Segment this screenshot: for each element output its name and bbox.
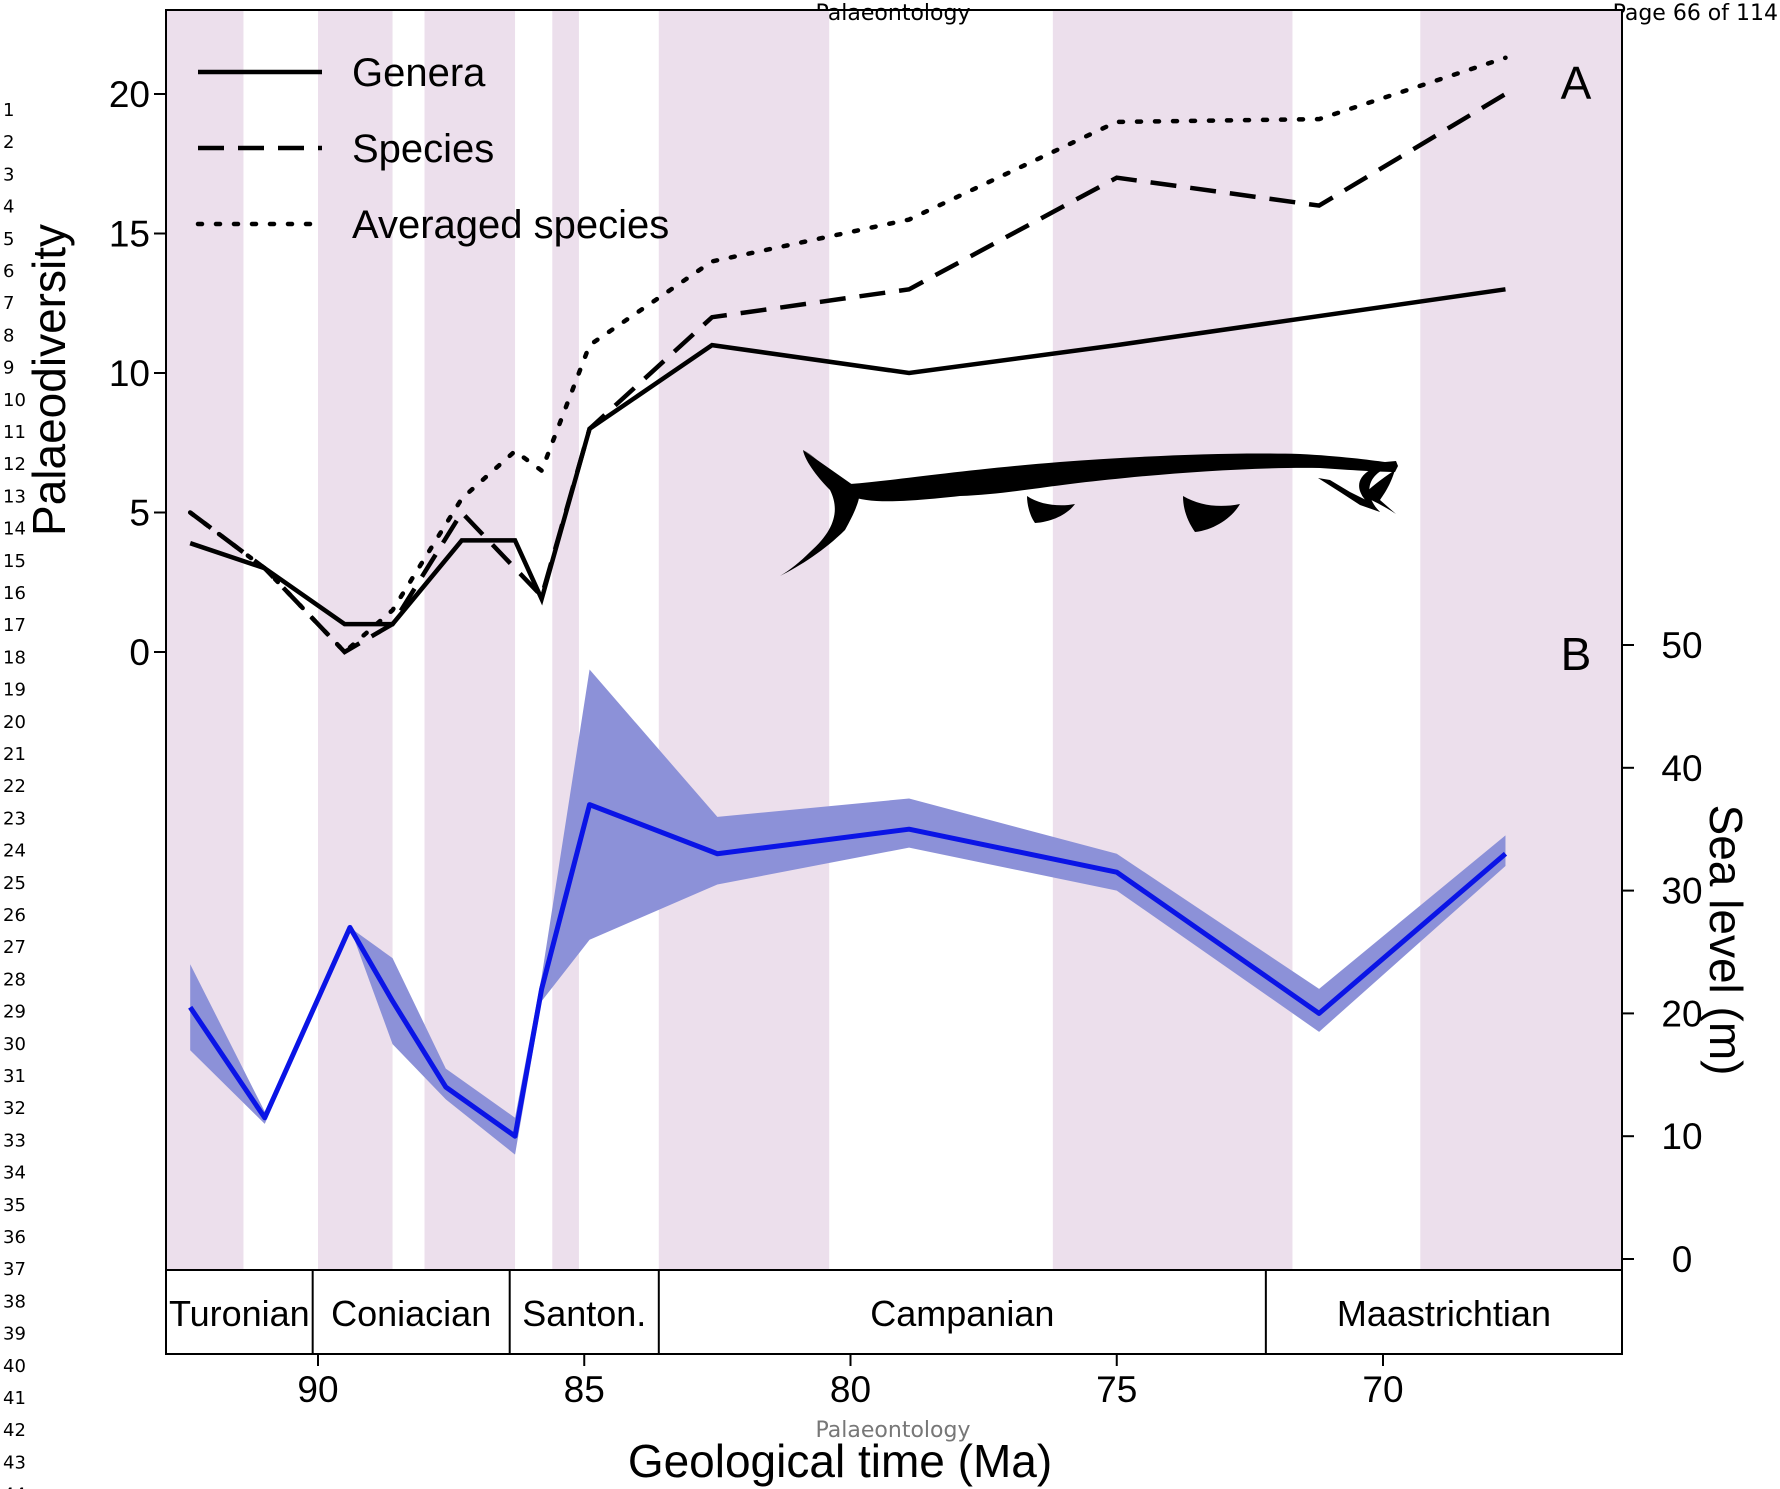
line-number: 31 bbox=[3, 1066, 26, 1087]
y-tick-label-left: 0 bbox=[129, 632, 150, 673]
line-number: 19 bbox=[3, 680, 26, 701]
line-number: 38 bbox=[3, 1291, 26, 1312]
line-number: 43 bbox=[3, 1452, 26, 1473]
line-number: 36 bbox=[3, 1227, 26, 1248]
line-number: 10 bbox=[3, 390, 26, 411]
stage-label: Maastrichtian bbox=[1337, 1293, 1551, 1334]
page-header-count: Page 66 of 114 bbox=[1613, 1, 1778, 26]
line-number: 12 bbox=[3, 454, 26, 475]
y-tick-label-right: 20 bbox=[1661, 993, 1702, 1034]
line-number: 25 bbox=[3, 873, 26, 894]
line-number: 7 bbox=[3, 293, 14, 314]
shaded-bin bbox=[658, 10, 830, 1270]
x-tick-label: 75 bbox=[1096, 1369, 1137, 1410]
line-number: 40 bbox=[3, 1356, 26, 1377]
line-number: 24 bbox=[3, 841, 26, 862]
panel-letter-a: A bbox=[1561, 57, 1592, 109]
x-tick-label: 80 bbox=[830, 1369, 871, 1410]
shaded-bin bbox=[1052, 10, 1293, 1270]
legend-label: Averaged species bbox=[352, 203, 669, 247]
panel-letter-b: B bbox=[1561, 628, 1592, 680]
line-number: 4 bbox=[3, 197, 14, 218]
line-number: 5 bbox=[3, 229, 14, 250]
shaded-bin bbox=[1420, 10, 1622, 1270]
line-number: 42 bbox=[3, 1420, 26, 1441]
series-line-averaged-species bbox=[187, 55, 1508, 656]
stage-label: Turonian bbox=[169, 1293, 310, 1334]
y-tick-label-right: 50 bbox=[1661, 625, 1702, 666]
line-number: 16 bbox=[3, 583, 26, 604]
page-header-title: Palaeontology bbox=[816, 1, 971, 26]
line-number: 15 bbox=[3, 551, 26, 572]
line-number: 13 bbox=[3, 486, 26, 507]
line-number: 1 bbox=[3, 100, 14, 121]
line-number: 29 bbox=[3, 1002, 26, 1023]
page-footer-title: Palaeontology bbox=[816, 1418, 971, 1443]
line-number: 20 bbox=[3, 712, 26, 733]
diversity-panel bbox=[187, 55, 1508, 656]
plot-frame: Turonian Coniacian Santon. Campanian Maastri… bbox=[165, 9, 1623, 1355]
y-tick-label-right: 10 bbox=[1661, 1116, 1702, 1157]
line-number-column: 1234567891011121314151617181920212223242… bbox=[3, 100, 26, 1489]
plot-border bbox=[165, 9, 1623, 1355]
y-tick-label-left: 20 bbox=[109, 74, 150, 115]
stage-label: Campanian bbox=[870, 1293, 1054, 1334]
shaded-bin bbox=[552, 10, 579, 1270]
line-number: 18 bbox=[3, 647, 26, 668]
line-number: 21 bbox=[3, 744, 26, 765]
legend-label: Genera bbox=[352, 51, 486, 95]
line-number: 37 bbox=[3, 1259, 26, 1280]
y-tick-label-left: 5 bbox=[129, 493, 150, 534]
line-number: 33 bbox=[3, 1130, 26, 1151]
line-number: 8 bbox=[3, 325, 14, 346]
line-number: 2 bbox=[3, 132, 14, 153]
line-number: 11 bbox=[3, 422, 26, 443]
y-tick-label-right: 0 bbox=[1672, 1239, 1693, 1280]
mosasaur-silhouette-icon bbox=[780, 450, 1398, 576]
line-number: 3 bbox=[3, 164, 14, 185]
line-number: 35 bbox=[3, 1195, 26, 1216]
legend-label: Species bbox=[352, 127, 494, 171]
y-axis-title-left: Palaeodiversity bbox=[23, 224, 75, 536]
shaded-bin bbox=[318, 10, 393, 1270]
series-line-species bbox=[188, 92, 1507, 655]
line-number: 44 bbox=[3, 1485, 26, 1489]
x-tick-label: 70 bbox=[1362, 1369, 1403, 1410]
line-number: 14 bbox=[3, 519, 26, 540]
line-number: 23 bbox=[3, 808, 26, 829]
line-number: 17 bbox=[3, 615, 26, 636]
line-number: 34 bbox=[3, 1163, 26, 1184]
sea-level-line bbox=[188, 802, 1508, 1139]
stage-label: Coniacian bbox=[331, 1293, 491, 1334]
series-line-genera bbox=[189, 287, 1506, 627]
axes-group: 90 85 80 75 70 0 5 10 15 20 0 10 20 30 40 50 bbox=[109, 74, 1703, 1410]
line-number: 6 bbox=[3, 261, 14, 282]
line-number: 41 bbox=[3, 1388, 26, 1409]
y-axis-title-right: Sea level (m) bbox=[1700, 805, 1752, 1076]
line-number: 39 bbox=[3, 1324, 26, 1345]
stage-label: Santon. bbox=[522, 1293, 646, 1334]
sea-level-panel bbox=[188, 669, 1508, 1155]
line-number: 26 bbox=[3, 905, 26, 926]
legend: Genera Species Averaged species bbox=[195, 51, 669, 247]
x-tick-label: 90 bbox=[297, 1369, 338, 1410]
line-number: 32 bbox=[3, 1098, 26, 1119]
line-number: 28 bbox=[3, 969, 26, 990]
y-tick-label-right: 30 bbox=[1661, 871, 1702, 912]
x-axis-title: Geological time (Ma) bbox=[628, 1435, 1052, 1487]
line-number: 30 bbox=[3, 1034, 26, 1055]
stage-shading bbox=[166, 10, 1622, 1270]
line-number: 27 bbox=[3, 937, 26, 958]
y-tick-label-left: 15 bbox=[109, 214, 150, 255]
y-tick-label-left: 10 bbox=[109, 353, 150, 394]
x-tick-label: 85 bbox=[564, 1369, 605, 1410]
line-number: 9 bbox=[3, 358, 14, 379]
line-number: 22 bbox=[3, 776, 26, 797]
y-tick-label-right: 40 bbox=[1661, 748, 1702, 789]
